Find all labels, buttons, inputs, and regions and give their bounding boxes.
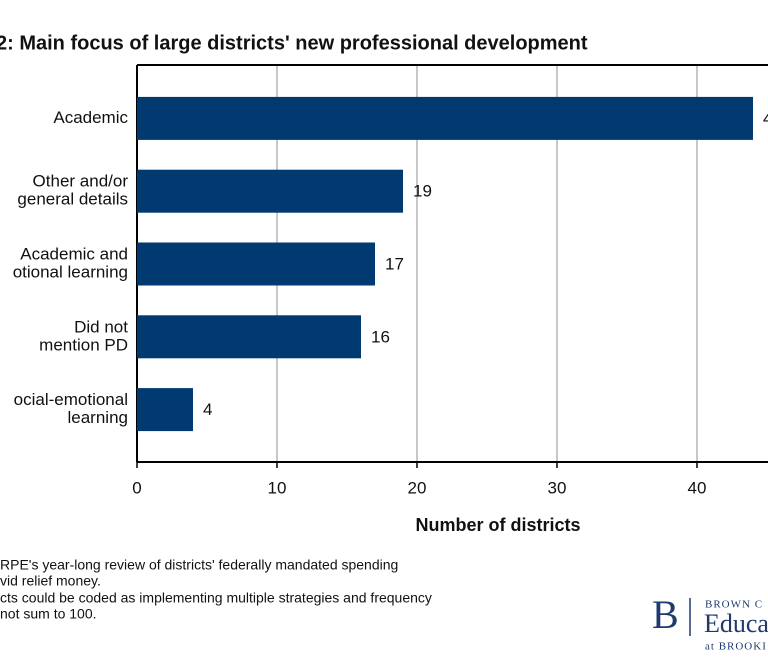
note: vid relief money. bbox=[0, 573, 101, 589]
note: RPE's year-long review of districts' fed… bbox=[0, 557, 398, 573]
chart-title: 2: Main focus of large districts' new pr… bbox=[0, 32, 588, 54]
bar bbox=[137, 242, 375, 286]
bar bbox=[137, 96, 753, 140]
data-label: 16 bbox=[371, 327, 390, 346]
x-tick-label: 10 bbox=[268, 478, 287, 497]
logo-mark: B bbox=[652, 592, 679, 637]
x-axis-title: Number of districts bbox=[415, 515, 580, 535]
bar bbox=[137, 388, 193, 432]
bar bbox=[137, 169, 403, 213]
data-label: 19 bbox=[413, 182, 432, 201]
x-tick-label: 30 bbox=[548, 478, 567, 497]
data-label: 44 bbox=[763, 109, 768, 128]
bar bbox=[137, 315, 361, 359]
data-label: 4 bbox=[203, 400, 212, 419]
note: not sum to 100. bbox=[0, 606, 97, 622]
y-tick-label: Academic bbox=[53, 108, 128, 127]
y-tick-label: Academic and bbox=[20, 244, 128, 263]
y-tick-label: general details bbox=[17, 190, 128, 209]
y-tick-label: otional learning bbox=[13, 262, 128, 281]
y-tick-label: mention PD bbox=[39, 335, 128, 354]
x-tick-label: 40 bbox=[688, 478, 707, 497]
logo-text: BROWN C bbox=[705, 599, 763, 611]
data-label: 17 bbox=[385, 254, 404, 273]
logo-text: at BROOKI bbox=[705, 641, 767, 653]
y-tick-label: ocial-emotional bbox=[14, 390, 128, 409]
y-tick-label: learning bbox=[68, 408, 129, 427]
y-tick-label: Other and/or bbox=[33, 172, 129, 191]
logo-text: Educat bbox=[704, 609, 768, 638]
y-tick-label: Did not bbox=[74, 317, 128, 336]
x-tick-label: 20 bbox=[408, 478, 427, 497]
note: cts could be coded as implementing multi… bbox=[0, 590, 432, 606]
x-tick-label: 0 bbox=[132, 478, 141, 497]
